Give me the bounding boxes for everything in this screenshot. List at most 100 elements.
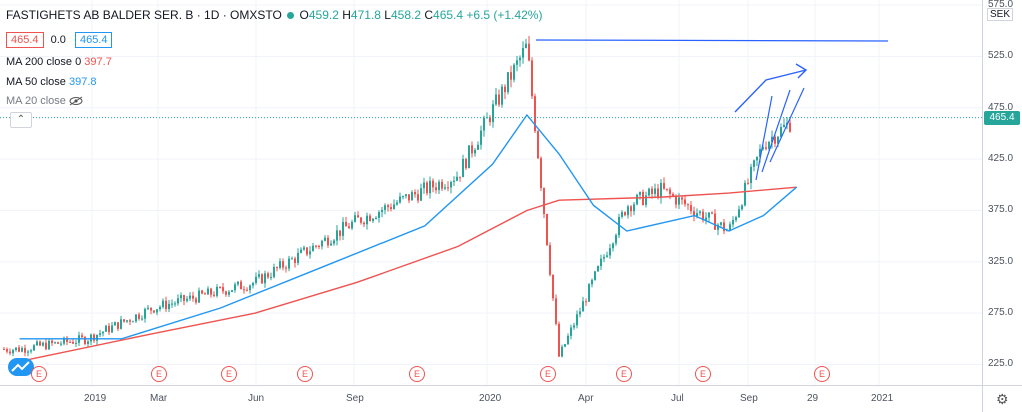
candle-body (750, 166, 752, 184)
candle-body (219, 286, 221, 288)
candle-body (570, 327, 572, 336)
candle-body (273, 267, 275, 278)
candle-body (447, 187, 449, 189)
candle-body (120, 319, 122, 329)
earnings-marker[interactable]: E (297, 366, 313, 382)
candle-body (6, 349, 8, 352)
candle-body (594, 271, 596, 280)
collapse-legend-button[interactable]: ⌃ (10, 112, 32, 128)
candle-body (60, 343, 62, 345)
candle-body (213, 294, 215, 296)
candle-body (303, 247, 305, 250)
candle-body (132, 321, 134, 323)
candle-body (483, 117, 485, 131)
earnings-marker[interactable]: E (151, 366, 167, 382)
symbol-legend: FASTIGHETS AB BALDER SER. B · 1D · OMXST… (6, 8, 542, 22)
candle-body (216, 286, 218, 296)
candle-body (576, 314, 578, 326)
candle-body (18, 347, 20, 352)
candle-body (747, 182, 749, 184)
indicator-ma50[interactable]: MA 50 close 397.8 (6, 76, 97, 88)
chart-pane[interactable]: FASTIGHETS AB BALDER SER. B · 1D · OMXST… (0, 0, 982, 385)
trend-line-drawing (755, 95, 773, 181)
earnings-marker[interactable]: E (409, 366, 425, 382)
candle-body (498, 94, 500, 105)
candle-body (408, 194, 410, 201)
indicator-ma200[interactable]: MA 200 close 0 397.7 (6, 56, 112, 68)
candle-body (267, 273, 269, 278)
price-chart[interactable] (0, 0, 982, 385)
indicator-ma20[interactable]: MA 20 close (6, 95, 83, 107)
candle-body (240, 281, 242, 290)
earnings-marker[interactable]: E (221, 366, 237, 382)
candle-body (141, 318, 143, 320)
candle-body (111, 325, 113, 333)
price-tick-label: 275.0 (988, 307, 1014, 319)
candle-body (663, 183, 665, 189)
candle-body (669, 189, 671, 194)
chart-settings-button[interactable]: ⚙ (982, 385, 1022, 412)
candle-body (477, 144, 479, 150)
candle-body (315, 245, 317, 247)
candle-body (309, 251, 311, 255)
candle-body (435, 187, 437, 191)
candle-body (411, 191, 413, 201)
candle-body (705, 217, 707, 221)
candle-body (159, 306, 161, 310)
bid-button[interactable]: 465.4 (6, 32, 44, 48)
last-price-tag: 465.4 (984, 110, 1020, 125)
eye-off-icon[interactable] (69, 95, 83, 107)
candle-body (96, 334, 98, 341)
candle-body (507, 72, 509, 93)
candle-body (417, 194, 419, 201)
candle-body (144, 308, 146, 319)
candle-body (429, 180, 431, 194)
candle-body (711, 212, 713, 214)
bid-ask-row: 465.4 0.0 465.4 (6, 32, 116, 48)
earnings-marker[interactable]: E (695, 366, 711, 382)
candle-body (597, 266, 599, 272)
candle-body (276, 267, 278, 269)
candle-body (603, 256, 605, 259)
candle-body (225, 291, 227, 295)
candle-body (66, 337, 68, 342)
candle-body (681, 197, 683, 200)
ask-button[interactable]: 465.4 (74, 32, 113, 48)
time-axis[interactable] (0, 385, 982, 412)
candle-body (210, 288, 212, 295)
candle-body (279, 261, 281, 268)
candle-body (81, 335, 83, 338)
candle-body (648, 188, 650, 196)
candle-body (174, 303, 176, 305)
earnings-marker[interactable]: E (540, 366, 556, 382)
candle-body (72, 341, 74, 344)
candle-body (330, 243, 332, 246)
candle-body (510, 72, 512, 80)
earnings-marker[interactable]: E (814, 366, 830, 382)
candle-body (243, 289, 245, 291)
earnings-marker[interactable]: E (616, 366, 632, 382)
earnings-marker[interactable]: E (31, 366, 47, 382)
price-axis[interactable] (982, 0, 1022, 385)
candle-body (402, 196, 404, 198)
candle-body (372, 218, 374, 222)
candle-body (129, 320, 131, 322)
candle-body (177, 298, 179, 304)
candle-body (39, 341, 41, 346)
candle-body (600, 258, 602, 267)
candle-body (399, 196, 401, 203)
candle-body (327, 237, 329, 246)
candle-body (51, 340, 53, 344)
candle-body (258, 274, 260, 277)
candle-body (618, 216, 620, 236)
candle-body (153, 310, 155, 313)
candle-body (108, 325, 110, 333)
candle-body (255, 276, 257, 283)
candle-body (237, 281, 239, 285)
candle-body (558, 323, 560, 357)
candle-body (147, 307, 149, 309)
candle-body (87, 341, 89, 345)
candle-body (162, 300, 164, 307)
symbol-title[interactable]: FASTIGHETS AB BALDER SER. B · 1D · OMXST… (6, 8, 282, 22)
time-tick-label: Sep (740, 393, 758, 404)
